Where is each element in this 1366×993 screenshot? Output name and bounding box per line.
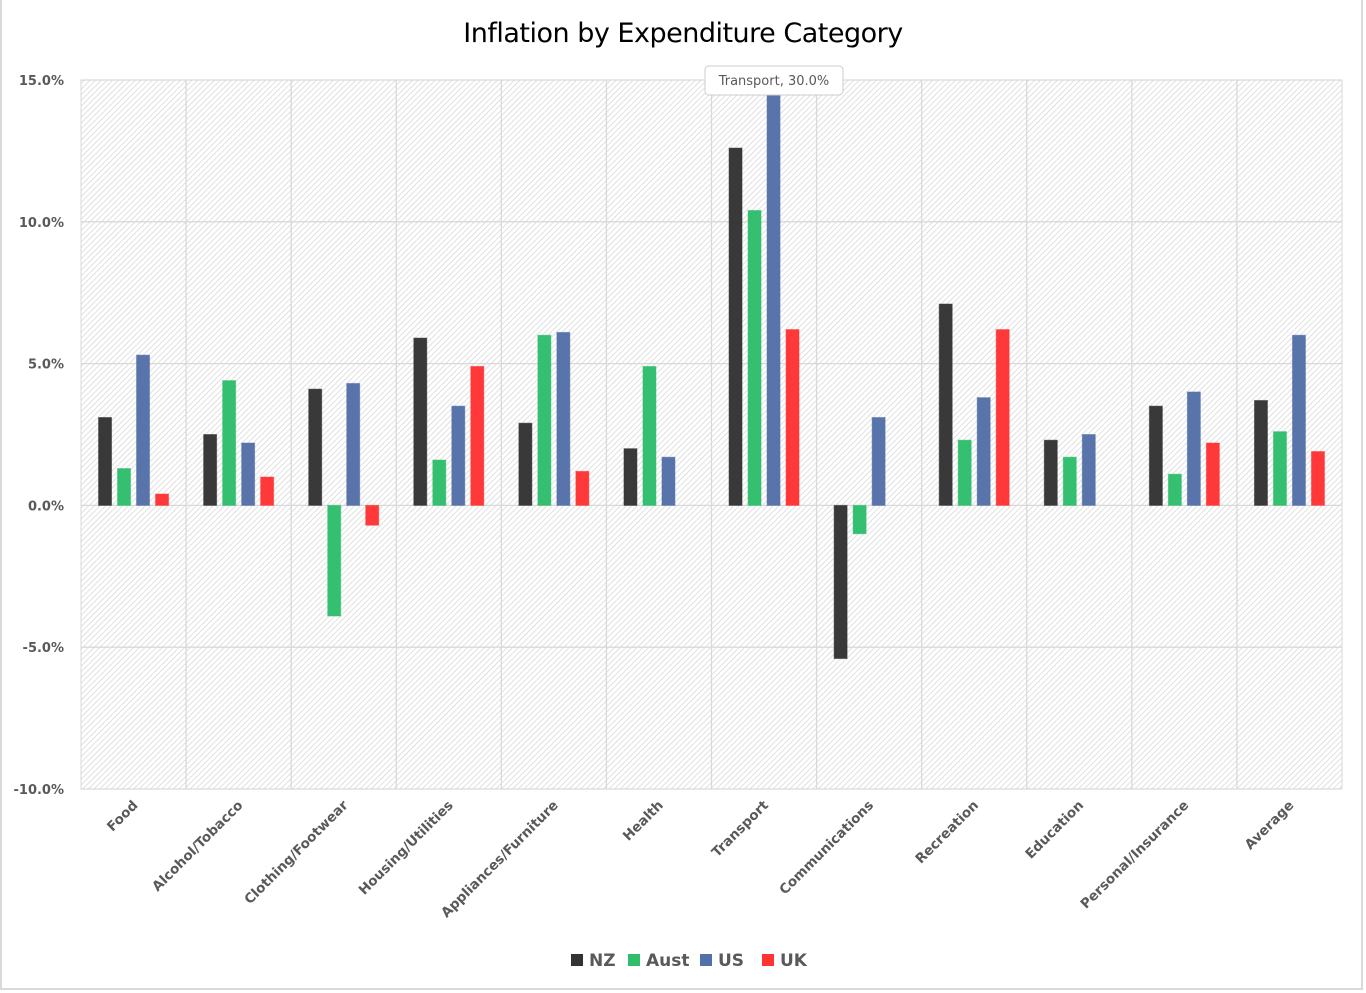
data-label-tooltip: Transport, 30.0% [704, 65, 844, 96]
bar-aust-education[interactable] [1062, 456, 1077, 506]
bar-us-communications[interactable] [871, 416, 886, 506]
legend-swatch-aust [628, 954, 640, 966]
bar-aust-alcohol-tobacco[interactable] [222, 380, 237, 506]
bar-uk-recreation[interactable] [995, 329, 1010, 506]
y-tick-label: 0.0% [28, 499, 64, 514]
bar-us-transport[interactable] [766, 52, 781, 506]
bar-uk-appliances-furniture[interactable] [575, 470, 590, 506]
y-tick-label: 15.0% [19, 74, 64, 89]
bar-uk-transport[interactable] [785, 329, 800, 506]
bar-us-alcohol-tobacco[interactable] [241, 442, 256, 506]
y-tick-label: -10.0% [14, 783, 65, 798]
bar-us-food[interactable] [136, 354, 151, 506]
bar-aust-food[interactable] [117, 468, 132, 506]
bar-uk-alcohol-tobacco[interactable] [260, 476, 275, 506]
x-tick-label: Alcohol/Tobacco [149, 798, 246, 895]
x-tick-label: Average [1242, 798, 1298, 854]
bar-aust-health[interactable] [642, 365, 657, 506]
legend: NZ Aust US UK [571, 951, 808, 971]
bar-uk-average[interactable] [1310, 451, 1325, 506]
bar-nz-clothing-footwear[interactable] [308, 388, 323, 506]
bar-nz-personal-insurance[interactable] [1148, 405, 1163, 506]
bar-uk-clothing-footwear[interactable] [365, 504, 380, 526]
bar-uk-food[interactable] [155, 493, 170, 506]
x-tick-label: Transport [709, 797, 772, 860]
legend-swatch-nz [571, 954, 583, 966]
bar-nz-communications[interactable] [833, 504, 848, 660]
x-tick-label: Recreation [912, 798, 982, 868]
bar-us-recreation[interactable] [976, 397, 991, 506]
x-tick-label: Education [1022, 798, 1087, 863]
bar-nz-alcohol-tobacco[interactable] [203, 434, 218, 506]
bar-us-clothing-footwear[interactable] [346, 382, 361, 506]
bar-aust-housing-utilities[interactable] [432, 459, 447, 506]
bar-aust-average[interactable] [1272, 431, 1287, 506]
tooltip-box [704, 65, 844, 96]
chart-title: Inflation by Expenditure Category [463, 18, 903, 49]
legend-swatch-uk [762, 954, 774, 966]
bar-us-education[interactable] [1081, 434, 1096, 506]
y-tick-label: -5.0% [23, 641, 64, 656]
bar-aust-communications[interactable] [852, 504, 867, 535]
legend-label-uk: UK [780, 951, 808, 971]
bar-aust-clothing-footwear[interactable] [327, 504, 342, 617]
x-tick-label: Personal/Insurance [1078, 798, 1193, 913]
bar-nz-food[interactable] [98, 416, 113, 506]
bar-aust-appliances-furniture[interactable] [537, 334, 552, 506]
bar-aust-recreation[interactable] [957, 439, 972, 506]
tooltip-text: Transport, 30.0% [718, 74, 830, 89]
bar-us-average[interactable] [1291, 334, 1306, 506]
bar-nz-transport[interactable] [728, 147, 743, 506]
y-axis-ticks: 15.0% 10.0% 5.0% 0.0% -5.0% -10.0% [14, 74, 65, 798]
bar-nz-housing-utilities[interactable] [413, 337, 428, 506]
bar-us-health[interactable] [661, 456, 676, 506]
bar-nz-average[interactable] [1253, 399, 1268, 506]
bar-nz-recreation[interactable] [938, 303, 953, 506]
y-tick-label: 10.0% [19, 216, 64, 231]
bar-aust-personal-insurance[interactable] [1167, 473, 1182, 506]
legend-label-us: US [718, 951, 744, 971]
bar-us-appliances-furniture[interactable] [556, 331, 571, 506]
y-tick-label: 5.0% [28, 358, 64, 373]
x-tick-label: Appliances/Furniture [438, 798, 562, 922]
bar-nz-education[interactable] [1043, 439, 1058, 506]
x-tick-label: Housing/Utilities [356, 798, 457, 899]
legend-label-aust: Aust [646, 951, 690, 971]
bar-uk-housing-utilities[interactable] [470, 365, 485, 506]
x-tick-label: Clothing/Footwear [241, 797, 351, 907]
bar-uk-personal-insurance[interactable] [1205, 442, 1220, 506]
x-tick-label: Health [620, 798, 667, 845]
legend-swatch-us [700, 954, 712, 966]
bar-us-personal-insurance[interactable] [1186, 391, 1201, 506]
bar-nz-health[interactable] [623, 448, 638, 506]
x-tick-label: Communications [776, 798, 877, 899]
bars [98, 52, 1325, 660]
legend-label-nz: NZ [589, 951, 616, 971]
category-gridlines [185, 80, 1238, 789]
x-tick-label: Food [104, 798, 141, 835]
bar-nz-appliances-furniture[interactable] [518, 422, 533, 506]
bar-aust-transport[interactable] [747, 209, 762, 506]
bar-us-housing-utilities[interactable] [451, 405, 466, 506]
